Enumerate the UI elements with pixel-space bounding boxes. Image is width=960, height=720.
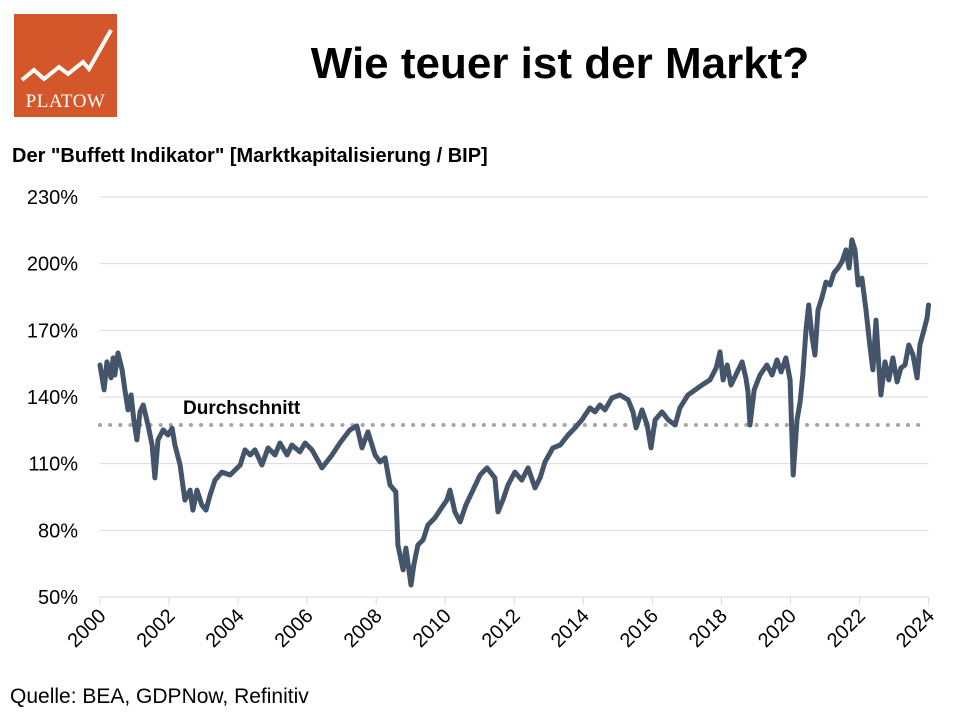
x-tick-label: 2012: [478, 605, 525, 652]
series-line-buffett-indikator: [97, 237, 931, 588]
logo-text: PLATOW: [25, 91, 106, 112]
x-tick-label: 2000: [64, 605, 111, 652]
x-tick-label: 2016: [616, 605, 663, 652]
y-tick-label: 170%: [27, 320, 78, 342]
y-tick-label: 140%: [27, 387, 78, 409]
x-tick-label: 2024: [892, 605, 939, 652]
y-tick-label: 200%: [27, 254, 78, 276]
platow-logo: PLATOW: [14, 14, 117, 117]
y-tick-label: 50%: [38, 587, 78, 609]
x-tick-label: 2018: [685, 605, 732, 652]
chart-trend-icon: [20, 29, 113, 82]
x-tick-label: 2008: [340, 605, 387, 652]
chart-title: Der "Buffett Indikator" [Marktkapitalisi…: [12, 145, 488, 167]
y-axis-ticks: 50% 80% 110% 140% 170% 200% 230%: [27, 187, 78, 609]
x-tick-label: 2004: [202, 605, 249, 652]
page-title: Wie teuer ist der Markt?: [310, 39, 810, 88]
gridlines: [100, 196, 929, 598]
x-tick-label: 2014: [547, 605, 594, 652]
x-axis: 2000 2002 2004 2006 2008 2010 2012 2014 2016 2018…: [64, 596, 939, 652]
average-line-group: Durchschnitt: [98, 398, 924, 427]
x-tick-label: 2022: [823, 605, 870, 652]
y-tick-label: 230%: [27, 187, 78, 209]
x-tick-label: 2006: [271, 605, 318, 652]
line-chart: 50%80%110%140%170%200%230% 2000 2002 2004 2…: [27, 187, 939, 652]
average-label: Durchschnitt: [183, 398, 301, 419]
x-tick-label: 2002: [133, 605, 180, 652]
y-tick-label: 110%: [28, 454, 78, 476]
x-tick-label: 2020: [754, 605, 801, 652]
source-note: Quelle: BEA, GDPNow, Refinitiv: [10, 685, 309, 708]
y-tick-label: 80%: [38, 520, 78, 542]
x-tick-label: 2010: [409, 605, 456, 652]
